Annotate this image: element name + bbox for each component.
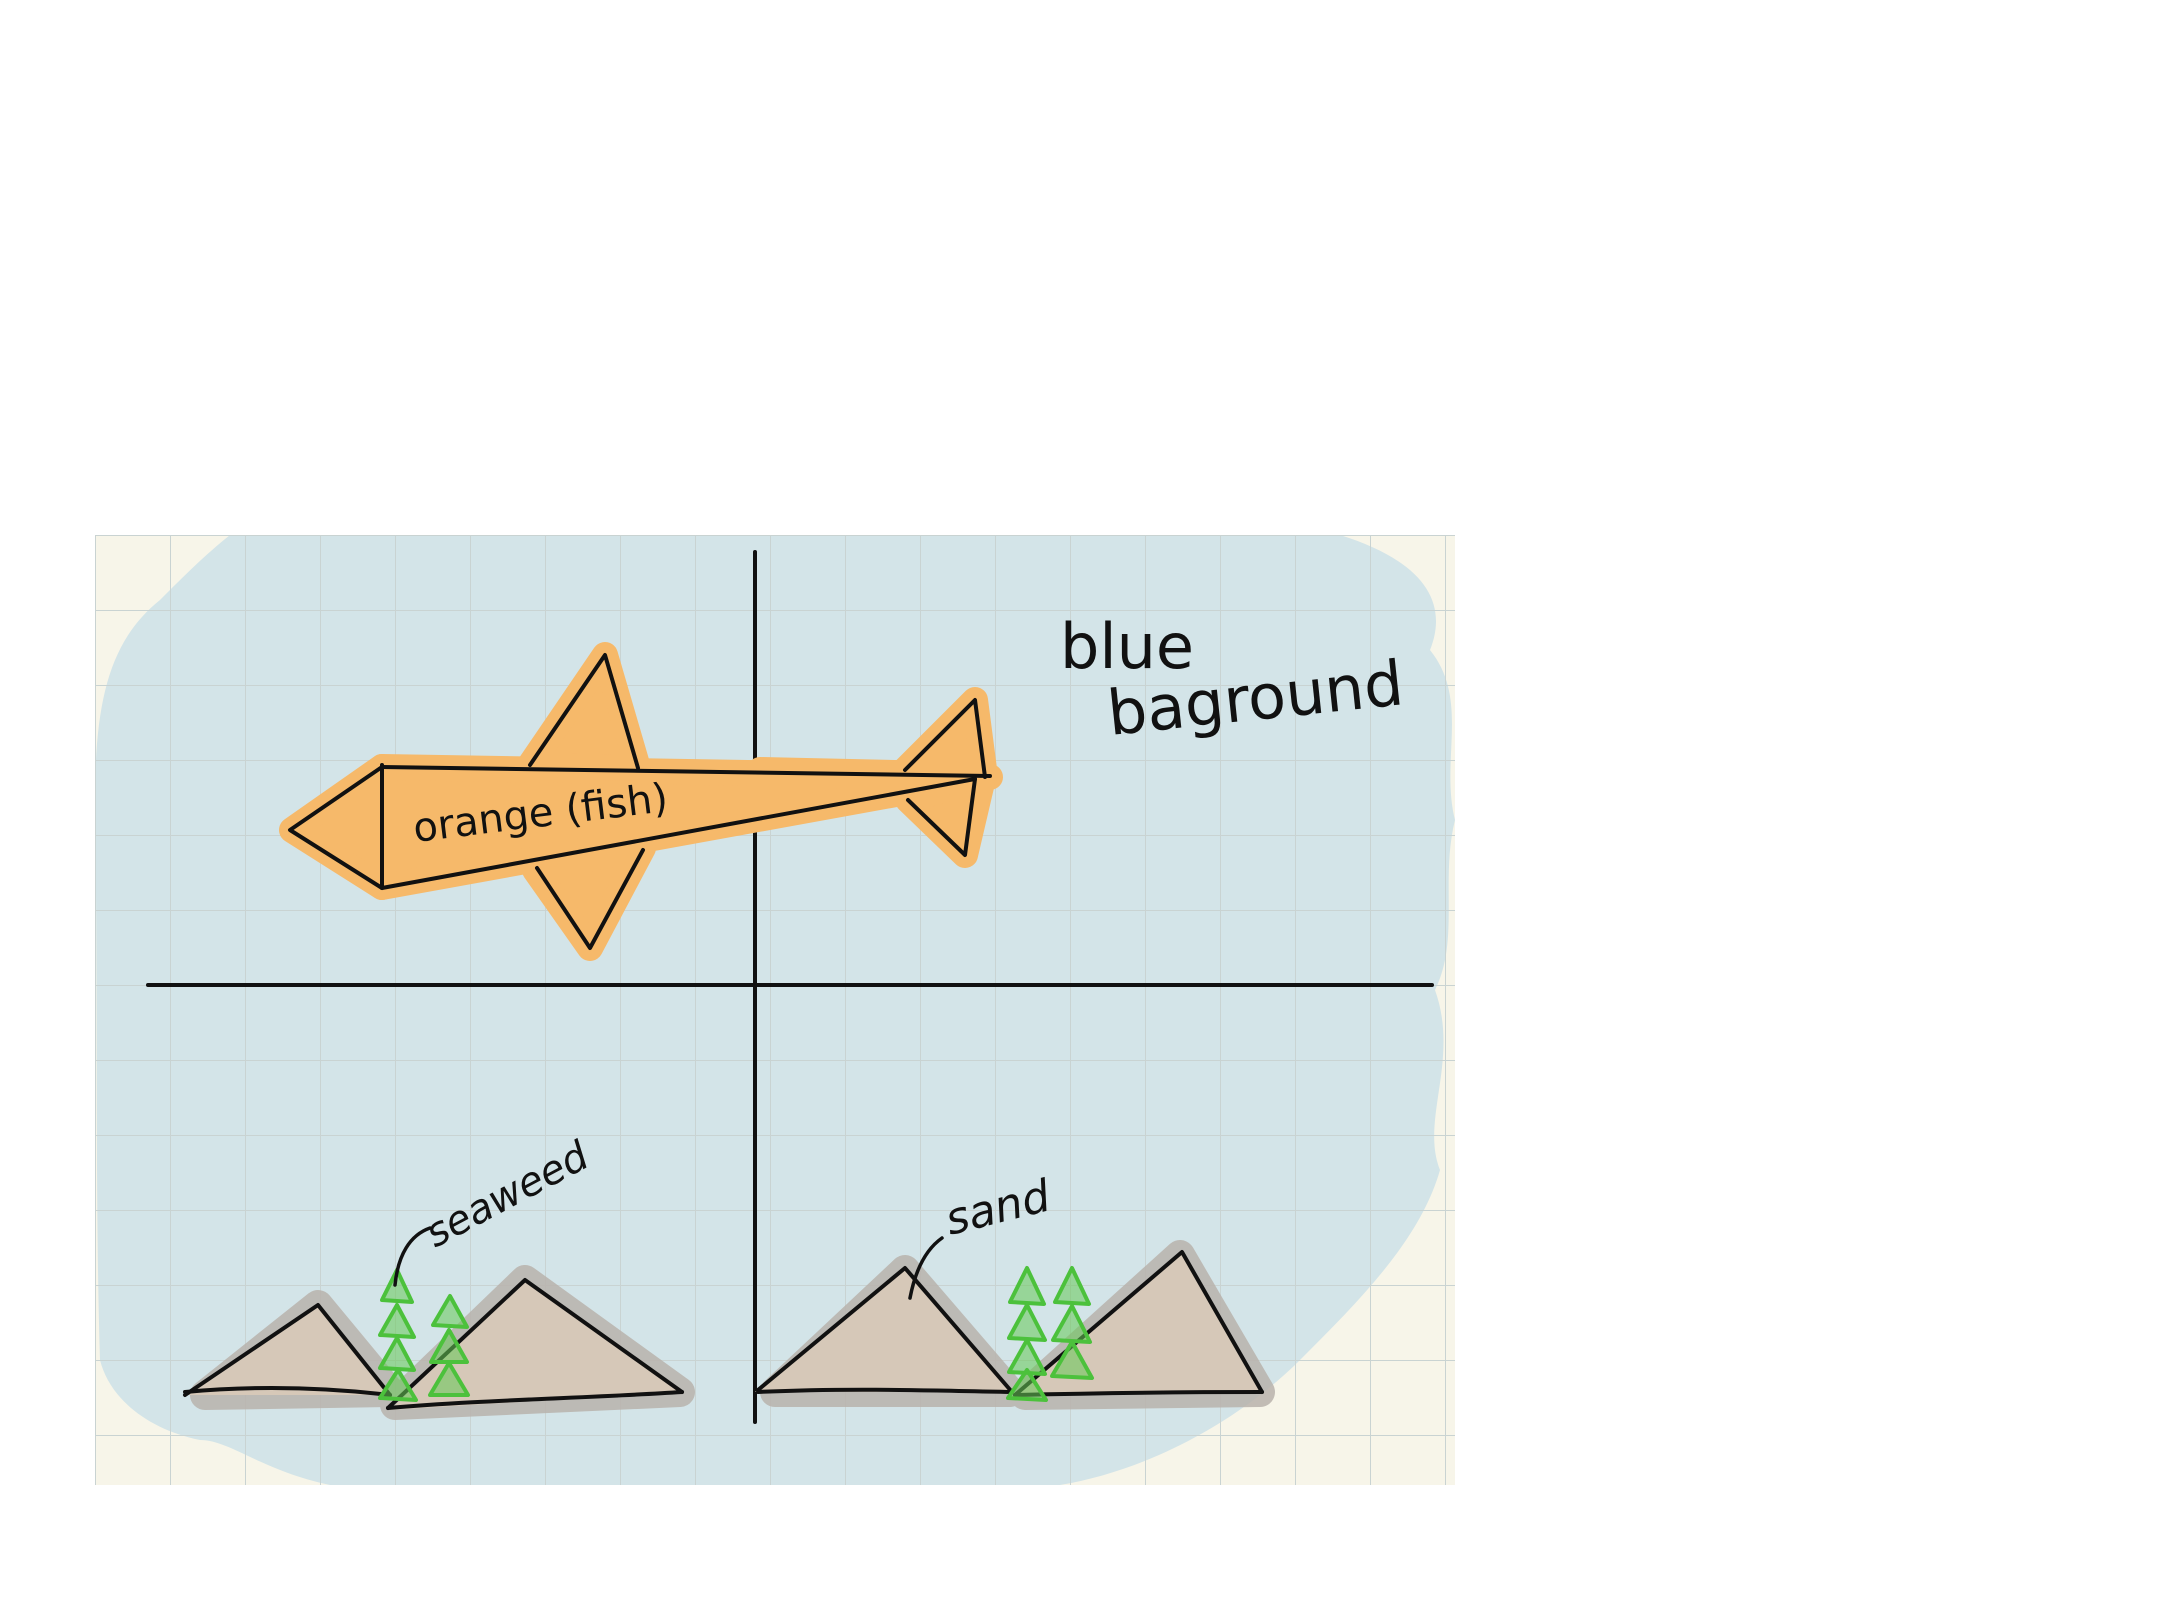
sand-mound-left-2 xyxy=(390,1280,682,1410)
quadrant-axes xyxy=(146,550,1434,1424)
background-label-line1: blue xyxy=(1060,610,1194,683)
seaweed-pointer xyxy=(393,1226,432,1287)
sand-mound-right-1 xyxy=(755,1268,1012,1392)
sand-mound-left-1 xyxy=(185,1305,390,1395)
fish-drawing xyxy=(279,642,1003,961)
seaweed-right xyxy=(1006,1266,1094,1402)
sand-pointer xyxy=(908,1236,944,1300)
seafloor-left xyxy=(183,1265,695,1420)
seafloor-right xyxy=(755,1240,1275,1410)
callout-lines xyxy=(393,1226,944,1300)
seaweed-left xyxy=(378,1268,470,1402)
